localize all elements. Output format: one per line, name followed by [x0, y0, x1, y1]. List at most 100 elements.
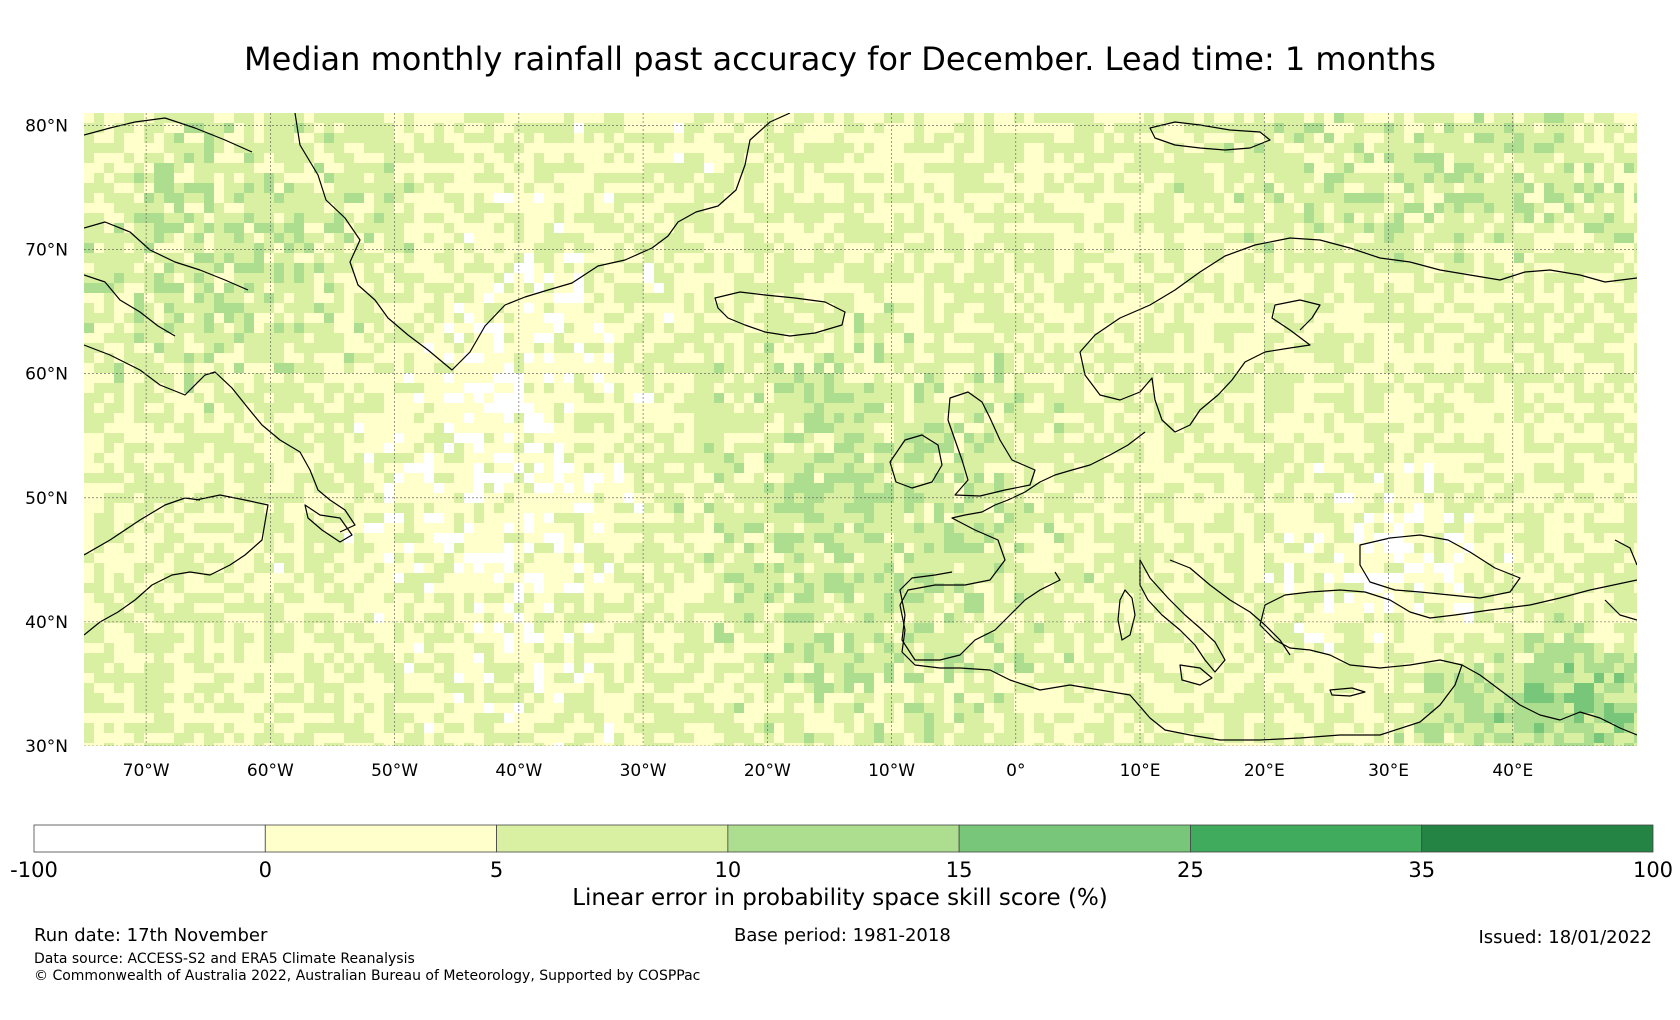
skill-cell [714, 183, 724, 193]
skill-cell [864, 173, 874, 183]
skill-cell [474, 243, 484, 253]
skill-cell [234, 213, 244, 223]
skill-cell [944, 283, 954, 293]
skill-cell [1464, 163, 1474, 173]
skill-cell [94, 113, 104, 123]
skill-cell [1004, 343, 1014, 353]
skill-cell [1484, 413, 1494, 423]
skill-cell [894, 373, 904, 383]
skill-cell [1054, 163, 1064, 173]
skill-cell [634, 263, 644, 273]
skill-cell [884, 233, 894, 243]
skill-cell [1134, 143, 1144, 153]
skill-cell [1554, 163, 1564, 173]
skill-cell [454, 323, 464, 333]
skill-cell [1414, 353, 1424, 363]
skill-cell [1314, 393, 1324, 403]
skill-cell [114, 213, 124, 223]
skill-cell [954, 133, 964, 143]
skill-cell [824, 233, 834, 243]
skill-cell [1594, 423, 1604, 433]
skill-cell [664, 263, 674, 273]
skill-cell [454, 163, 464, 173]
skill-cell [914, 133, 924, 143]
skill-cell [1054, 343, 1064, 353]
skill-cell [194, 163, 204, 173]
skill-cell [324, 233, 334, 243]
skill-cell [1304, 223, 1314, 233]
skill-cell [1074, 283, 1084, 293]
skill-cell [704, 153, 714, 163]
skill-cell [1114, 273, 1124, 283]
skill-cell [1224, 203, 1234, 213]
skill-cell [494, 283, 504, 293]
skill-cell [184, 383, 194, 393]
skill-cell [824, 403, 834, 413]
skill-cell [1464, 293, 1474, 303]
skill-cell [1334, 203, 1344, 213]
skill-cell [1214, 143, 1224, 153]
skill-cell [1554, 293, 1564, 303]
skill-cell [1244, 423, 1254, 433]
skill-cell [644, 213, 654, 223]
skill-cell [284, 133, 294, 143]
skill-cell [734, 233, 744, 243]
skill-cell [444, 173, 454, 183]
skill-cell [494, 153, 504, 163]
skill-cell [1154, 353, 1164, 363]
skill-cell [1514, 223, 1524, 233]
skill-cell [1344, 203, 1354, 213]
skill-cell [654, 333, 664, 343]
skill-cell [874, 153, 884, 163]
skill-cell [764, 113, 774, 123]
skill-cell [704, 163, 714, 173]
skill-cell [1134, 123, 1144, 133]
skill-cell [1574, 323, 1584, 333]
skill-cell [94, 353, 104, 363]
skill-cell [1004, 283, 1014, 293]
skill-cell [134, 303, 144, 313]
skill-cell [644, 113, 654, 123]
skill-cell [954, 383, 964, 393]
skill-cell [834, 143, 844, 153]
skill-cell [354, 163, 364, 173]
skill-cell [1414, 133, 1424, 143]
skill-cell [644, 123, 654, 133]
skill-cell [764, 343, 774, 353]
skill-cell [824, 373, 834, 383]
skill-cell [1024, 183, 1034, 193]
skill-cell [1444, 353, 1454, 363]
skill-cell [274, 163, 284, 173]
skill-cell [564, 373, 574, 383]
skill-cell [1614, 113, 1624, 123]
skill-cell [1474, 123, 1484, 133]
skill-cell [1034, 193, 1044, 203]
skill-cell [114, 363, 124, 373]
skill-cell [744, 323, 754, 333]
skill-cell [574, 343, 584, 353]
skill-cell [1274, 283, 1284, 293]
skill-cell [444, 333, 454, 343]
skill-cell [424, 293, 434, 303]
skill-cell [84, 193, 94, 203]
skill-cell [174, 263, 184, 273]
skill-cell [164, 183, 174, 193]
skill-cell [584, 113, 594, 123]
skill-cell [774, 183, 784, 193]
skill-cell [634, 123, 644, 133]
skill-cell [1614, 273, 1624, 283]
skill-cell [254, 193, 264, 203]
skill-cell [1154, 263, 1164, 273]
skill-cell [694, 323, 704, 333]
skill-cell [744, 133, 754, 143]
skill-cell [994, 213, 1004, 223]
skill-cell [344, 373, 354, 383]
skill-cell [434, 313, 444, 323]
skill-cell [104, 243, 114, 253]
skill-cell [904, 403, 914, 413]
skill-cell [384, 203, 394, 213]
skill-cell [474, 153, 484, 163]
skill-cell [794, 173, 804, 183]
skill-cell [924, 393, 934, 403]
skill-cell [1294, 193, 1304, 203]
